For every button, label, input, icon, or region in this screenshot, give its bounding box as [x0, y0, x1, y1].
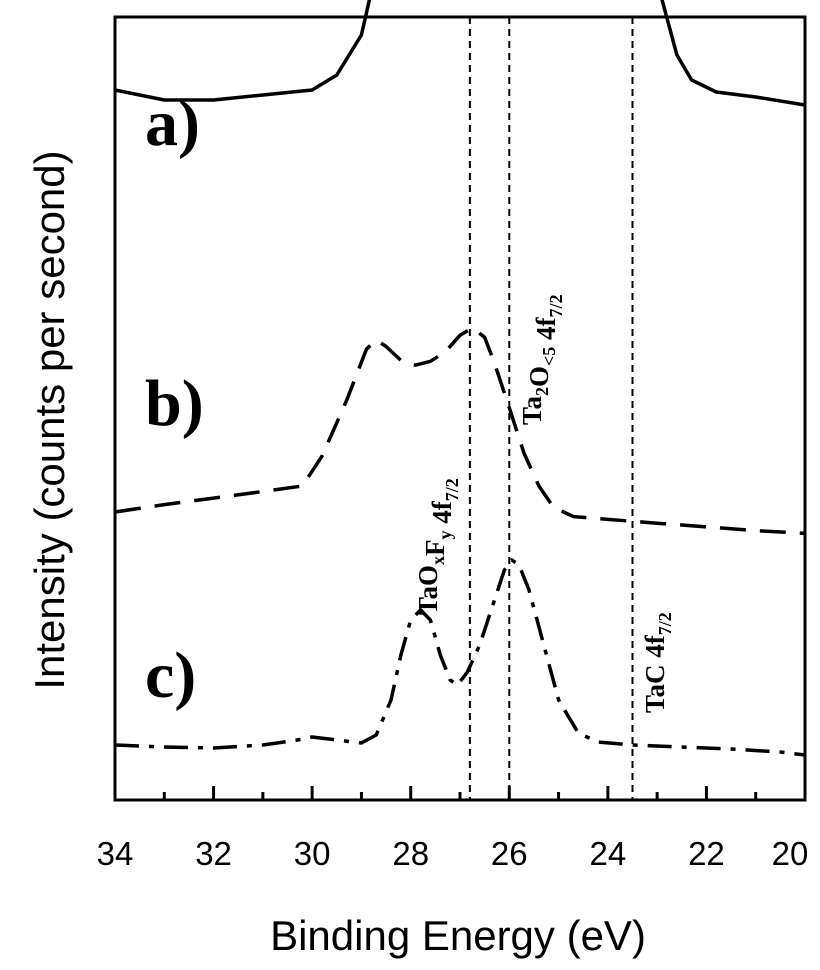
panel-label-b: b)	[145, 367, 204, 440]
x-tick-label-2: 30	[294, 835, 331, 872]
plot-frame	[113, 15, 807, 802]
peak-label-1: Ta2O<5 4f7/2	[517, 294, 566, 425]
x-tick-label-4: 26	[491, 835, 528, 872]
reference-lines	[468, 17, 634, 800]
x-tick-label-0: 34	[97, 835, 134, 872]
series-line-b	[114, 326, 806, 536]
x-tick-label-6: 22	[688, 835, 725, 872]
series-line-c	[114, 558, 806, 757]
peak-labels: TaOxFy 4f7/2 Ta2O<5 4f7/2 TaC 4f7/2	[413, 294, 675, 713]
panel-labels: a) b) c)	[145, 87, 204, 712]
x-tick-label-7: 20	[772, 835, 809, 872]
peak-label-2: TaC 4f7/2	[640, 612, 675, 713]
peak-label-0: TaOxFy 4f7/2	[413, 478, 462, 615]
panel-label-c: c)	[145, 639, 196, 712]
panel-label-a: a)	[145, 87, 200, 160]
x-tick-label-1: 32	[195, 835, 232, 872]
x-axis-title: Binding Energy (eV)	[270, 912, 646, 959]
series-line-a	[114, 0, 806, 107]
x-tick-label-5: 24	[589, 835, 626, 872]
x-ticks: 34 32 30 28 26 24 22 20	[97, 786, 809, 872]
series-layer	[114, 0, 806, 757]
x-tick-label-3: 28	[392, 835, 429, 872]
y-axis-title: Intensity (counts per second)	[26, 150, 73, 689]
